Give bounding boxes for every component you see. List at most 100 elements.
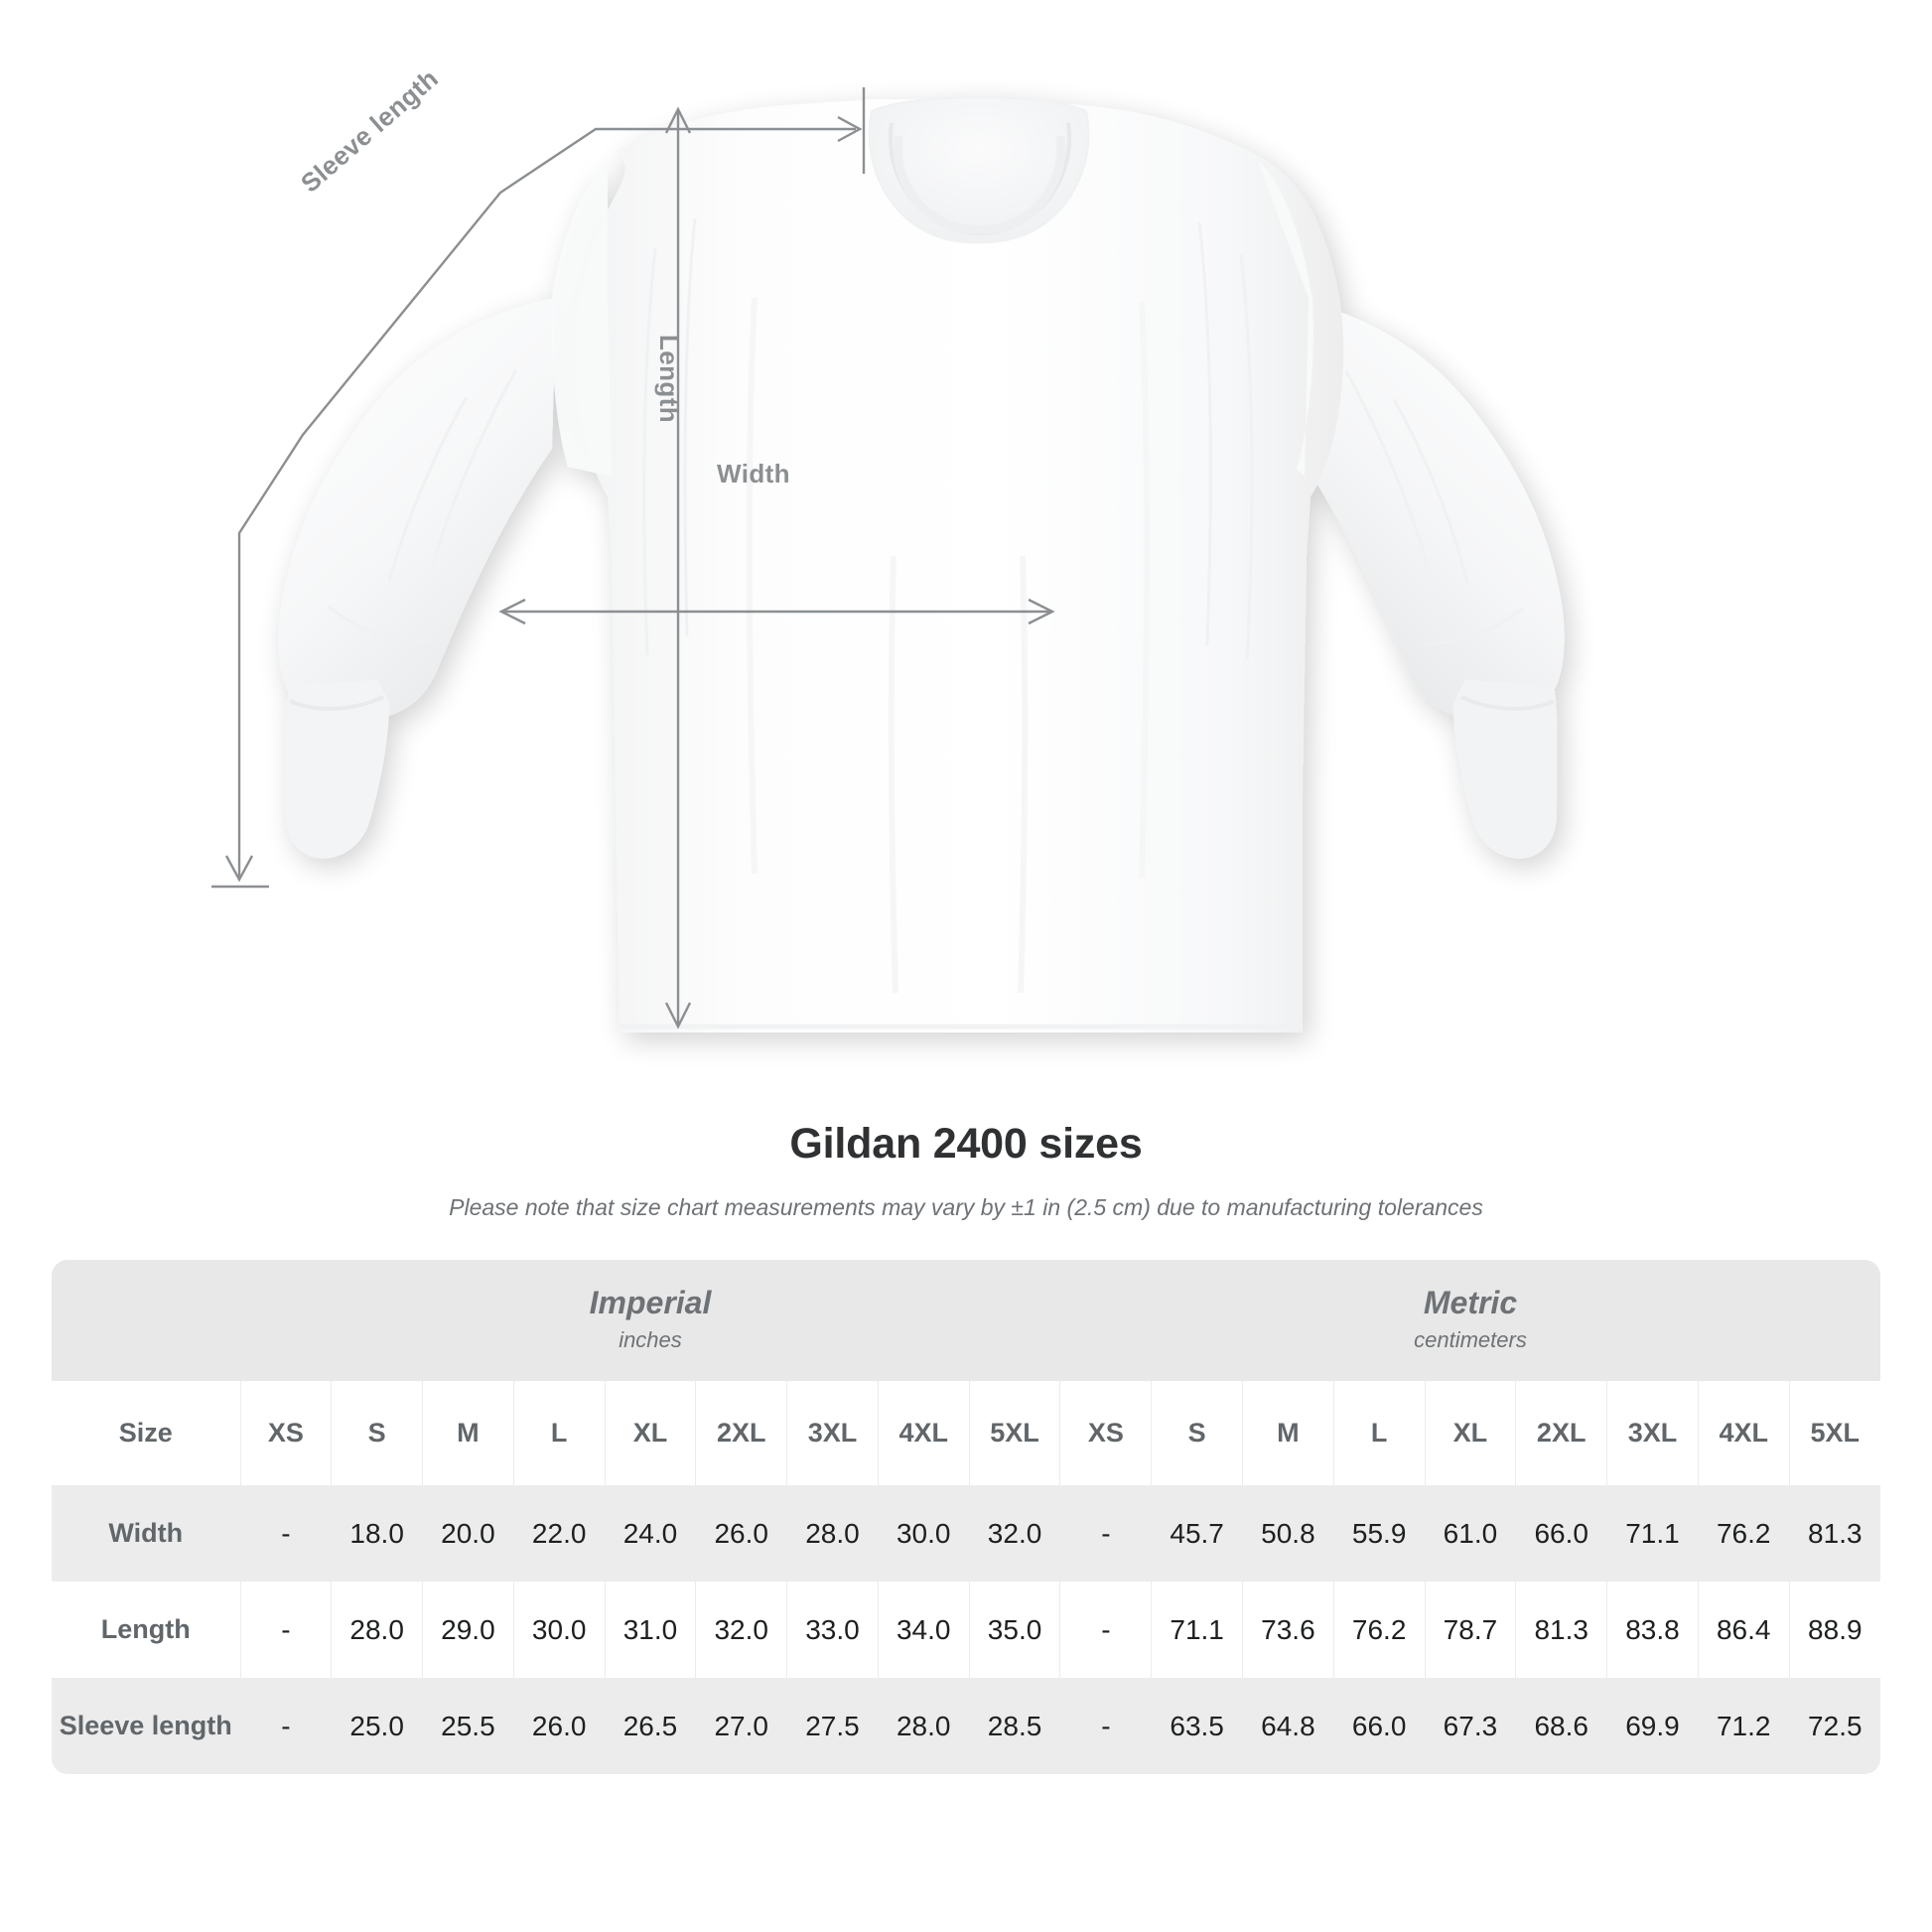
size-header-2xl[interactable]: 2XL: [695, 1381, 788, 1485]
measurement-cell: 34.0: [878, 1582, 970, 1678]
measurement-cell: 66.0: [1333, 1678, 1426, 1774]
size-table-container: Imperial inches Metric centimeters Size XS S M L…: [52, 1260, 1880, 1774]
measurement-annotations: [211, 87, 1055, 1030]
measurement-cell: 18.0: [331, 1485, 424, 1582]
unit-subtitle: centimeters: [1414, 1327, 1527, 1353]
measurement-cell: 76.2: [1698, 1485, 1790, 1582]
size-header-3xl[interactable]: 3XL: [786, 1381, 879, 1485]
measurement-cell: -: [239, 1582, 333, 1678]
unit-subtitle: inches: [619, 1327, 682, 1353]
size-header-s[interactable]: S: [331, 1381, 424, 1485]
table-row: Sleeve length -25.0 25.5 26.0 26.5 27.0 27.5 28…: [52, 1678, 1880, 1774]
measurement-cell: 29.0: [422, 1582, 514, 1678]
measurement-cell: 71.1: [1151, 1582, 1244, 1678]
size-header-2xl[interactable]: 2XL: [1515, 1381, 1608, 1485]
length-arrowhead-bottom: [664, 1002, 692, 1030]
measurement-cell: 28.5: [969, 1678, 1061, 1774]
measurement-cell: 26.0: [695, 1485, 788, 1582]
size-header-5xl[interactable]: 5XL: [969, 1381, 1061, 1485]
measurement-cell: 63.5: [1151, 1678, 1244, 1774]
size-header-m[interactable]: M: [1242, 1381, 1334, 1485]
measurement-cell: 50.8: [1242, 1485, 1334, 1582]
size-header-xs[interactable]: XS: [1059, 1381, 1153, 1485]
length-dimension-label: Length: [654, 335, 684, 424]
measurement-cell: 64.8: [1242, 1678, 1334, 1774]
measurement-cell: -: [1059, 1582, 1153, 1678]
size-header-xs[interactable]: XS: [239, 1381, 333, 1485]
size-chart-table: Imperial inches Metric centimeters Size XS S M L…: [52, 1260, 1880, 1774]
measurement-cell: 22.0: [513, 1485, 606, 1582]
shirt-diagram-svg: [211, 87, 1565, 1033]
measurement-cell: 26.0: [513, 1678, 606, 1774]
size-header-l[interactable]: L: [513, 1381, 606, 1485]
size-header-3xl[interactable]: 3XL: [1606, 1381, 1699, 1485]
measurement-cell: 73.6: [1242, 1582, 1334, 1678]
measurement-cell: 33.0: [786, 1582, 879, 1678]
measurement-cell: -: [1059, 1485, 1153, 1582]
measurement-cell: 71.1: [1606, 1485, 1699, 1582]
right-cuff: [1453, 679, 1558, 859]
measurement-cell: 32.0: [695, 1582, 788, 1678]
fabric-folds-soft: [746, 297, 1151, 994]
right-sleeve: [1291, 298, 1565, 722]
table-row: Width -18.0 20.0 22.0 24.0 26.0 28.0 30.0 32.0-4…: [52, 1485, 1880, 1582]
measurement-cell: 76.2: [1333, 1582, 1426, 1678]
measurement-cell: 30.0: [878, 1485, 970, 1582]
measurement-cell: 61.0: [1425, 1485, 1517, 1582]
measurement-cell: 28.0: [786, 1485, 879, 1582]
measurement-cell: 31.0: [605, 1582, 697, 1678]
garment-illustration: Sleeve length Length Width: [211, 64, 1565, 1033]
size-header-4xl[interactable]: 4XL: [878, 1381, 970, 1485]
unit-title: Metric: [1423, 1285, 1518, 1321]
measurement-cell: 81.3: [1515, 1582, 1608, 1678]
measurement-cell: 32.0: [969, 1485, 1061, 1582]
page-title: Gildan 2400 sizes: [789, 1120, 1143, 1168]
size-header-l[interactable]: L: [1333, 1381, 1426, 1485]
shirt-body-group: [278, 95, 1565, 1033]
unit-title: Imperial: [589, 1285, 712, 1321]
measurement-cell: 27.5: [786, 1678, 879, 1774]
size-column-label: Size: [52, 1381, 241, 1485]
size-header-s[interactable]: S: [1151, 1381, 1244, 1485]
measurement-cell: 66.0: [1515, 1485, 1608, 1582]
right-shoulder-blend: [1257, 159, 1314, 477]
row-label: Length: [52, 1582, 241, 1678]
measurement-cell: 28.0: [878, 1678, 970, 1774]
measurement-cell: 67.3: [1425, 1678, 1517, 1774]
width-dimension-label: Width: [717, 459, 790, 488]
measurement-cell: -: [1059, 1678, 1153, 1774]
measurement-cell: -: [239, 1485, 333, 1582]
measurement-cell: 72.5: [1789, 1678, 1880, 1774]
measurement-cell: 71.2: [1698, 1678, 1790, 1774]
measurement-cell: 88.9: [1789, 1582, 1880, 1678]
unit-banner-spacer: [52, 1260, 240, 1381]
measurement-cell: 78.7: [1425, 1582, 1517, 1678]
measurement-cell: 35.0: [969, 1582, 1061, 1678]
fabric-folds: [327, 217, 1524, 660]
size-header-m[interactable]: M: [422, 1381, 514, 1485]
measurement-cell: 26.5: [605, 1678, 697, 1774]
unit-group-header: Imperial inches: [240, 1260, 1060, 1381]
table-row: Length -28.0 29.0 30.0 31.0 32.0 33.0 34.0 35.0-…: [52, 1582, 1880, 1678]
sleeve-arrowhead-bottom: [224, 855, 254, 883]
measurement-cell: 55.9: [1333, 1485, 1426, 1582]
measurement-cell: 27.0: [695, 1678, 788, 1774]
tolerance-note: Please note that size chart measurements…: [449, 1194, 1483, 1220]
shirt-torso: [575, 99, 1344, 1033]
measurement-cell: 81.3: [1789, 1485, 1880, 1582]
row-label: Width: [52, 1485, 241, 1582]
size-header-4xl[interactable]: 4XL: [1698, 1381, 1790, 1485]
size-header-xl[interactable]: XL: [1425, 1381, 1517, 1485]
measurement-cell: 69.9: [1606, 1678, 1699, 1774]
measurement-cell: 30.0: [513, 1582, 606, 1678]
length-arrowhead-top: [664, 106, 692, 134]
width-arrowhead-right: [1028, 598, 1055, 625]
measurement-cell: 83.8: [1606, 1582, 1699, 1678]
size-header-5xl[interactable]: 5XL: [1789, 1381, 1880, 1485]
size-header-xl[interactable]: XL: [605, 1381, 697, 1485]
size-header-row: Size XS S M L XL 2XL 3XL 4XL 5XL XS S M L XL 2XL 3XL 4XL 5…: [52, 1381, 1880, 1485]
unit-banner-row: Imperial inches Metric centimeters: [52, 1260, 1880, 1381]
sleeve-arrowhead-top: [837, 115, 863, 143]
left-sleeve: [278, 298, 556, 722]
collar-band: [893, 135, 1066, 234]
